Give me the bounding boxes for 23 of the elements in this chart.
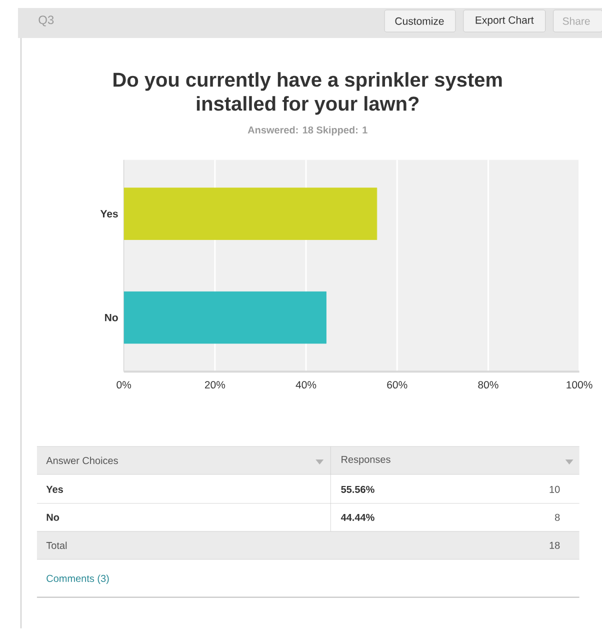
text: 44.44% [340, 514, 374, 521]
text: Export Chart [476, 16, 534, 26]
category-label: No [46, 514, 59, 521]
text: 10 [550, 486, 560, 493]
text: 8 [554, 514, 560, 521]
x-tick-label: 60% [386, 381, 407, 389]
text: 18 [550, 542, 560, 549]
chart-title: Do you currently have a sprinkler system installed for your lawn? [113, 72, 502, 115]
text: Answer Choices [46, 456, 118, 464]
x-tick-label: 100% [566, 381, 592, 389]
text: Customize [395, 17, 444, 25]
x-tick-label: 40% [296, 381, 316, 389]
x-tick-label: 20% [204, 381, 225, 389]
x-tick-label: 80% [478, 381, 498, 389]
text: Responses [341, 456, 390, 465]
text: 55.56% [340, 486, 374, 493]
text: Q3 [38, 16, 54, 26]
chart-subtitle: Answered: 18 Skipped: 1 [248, 126, 368, 136]
x-tick-label: 0% [116, 381, 131, 389]
category-label: Yes [46, 486, 63, 493]
text: Share [562, 17, 590, 25]
text: Comments (3) [46, 574, 109, 584]
text: Total [46, 542, 66, 550]
